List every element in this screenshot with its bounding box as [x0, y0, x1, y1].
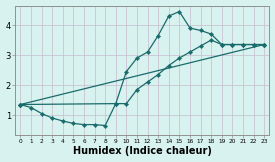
X-axis label: Humidex (Indice chaleur): Humidex (Indice chaleur)	[73, 146, 212, 156]
